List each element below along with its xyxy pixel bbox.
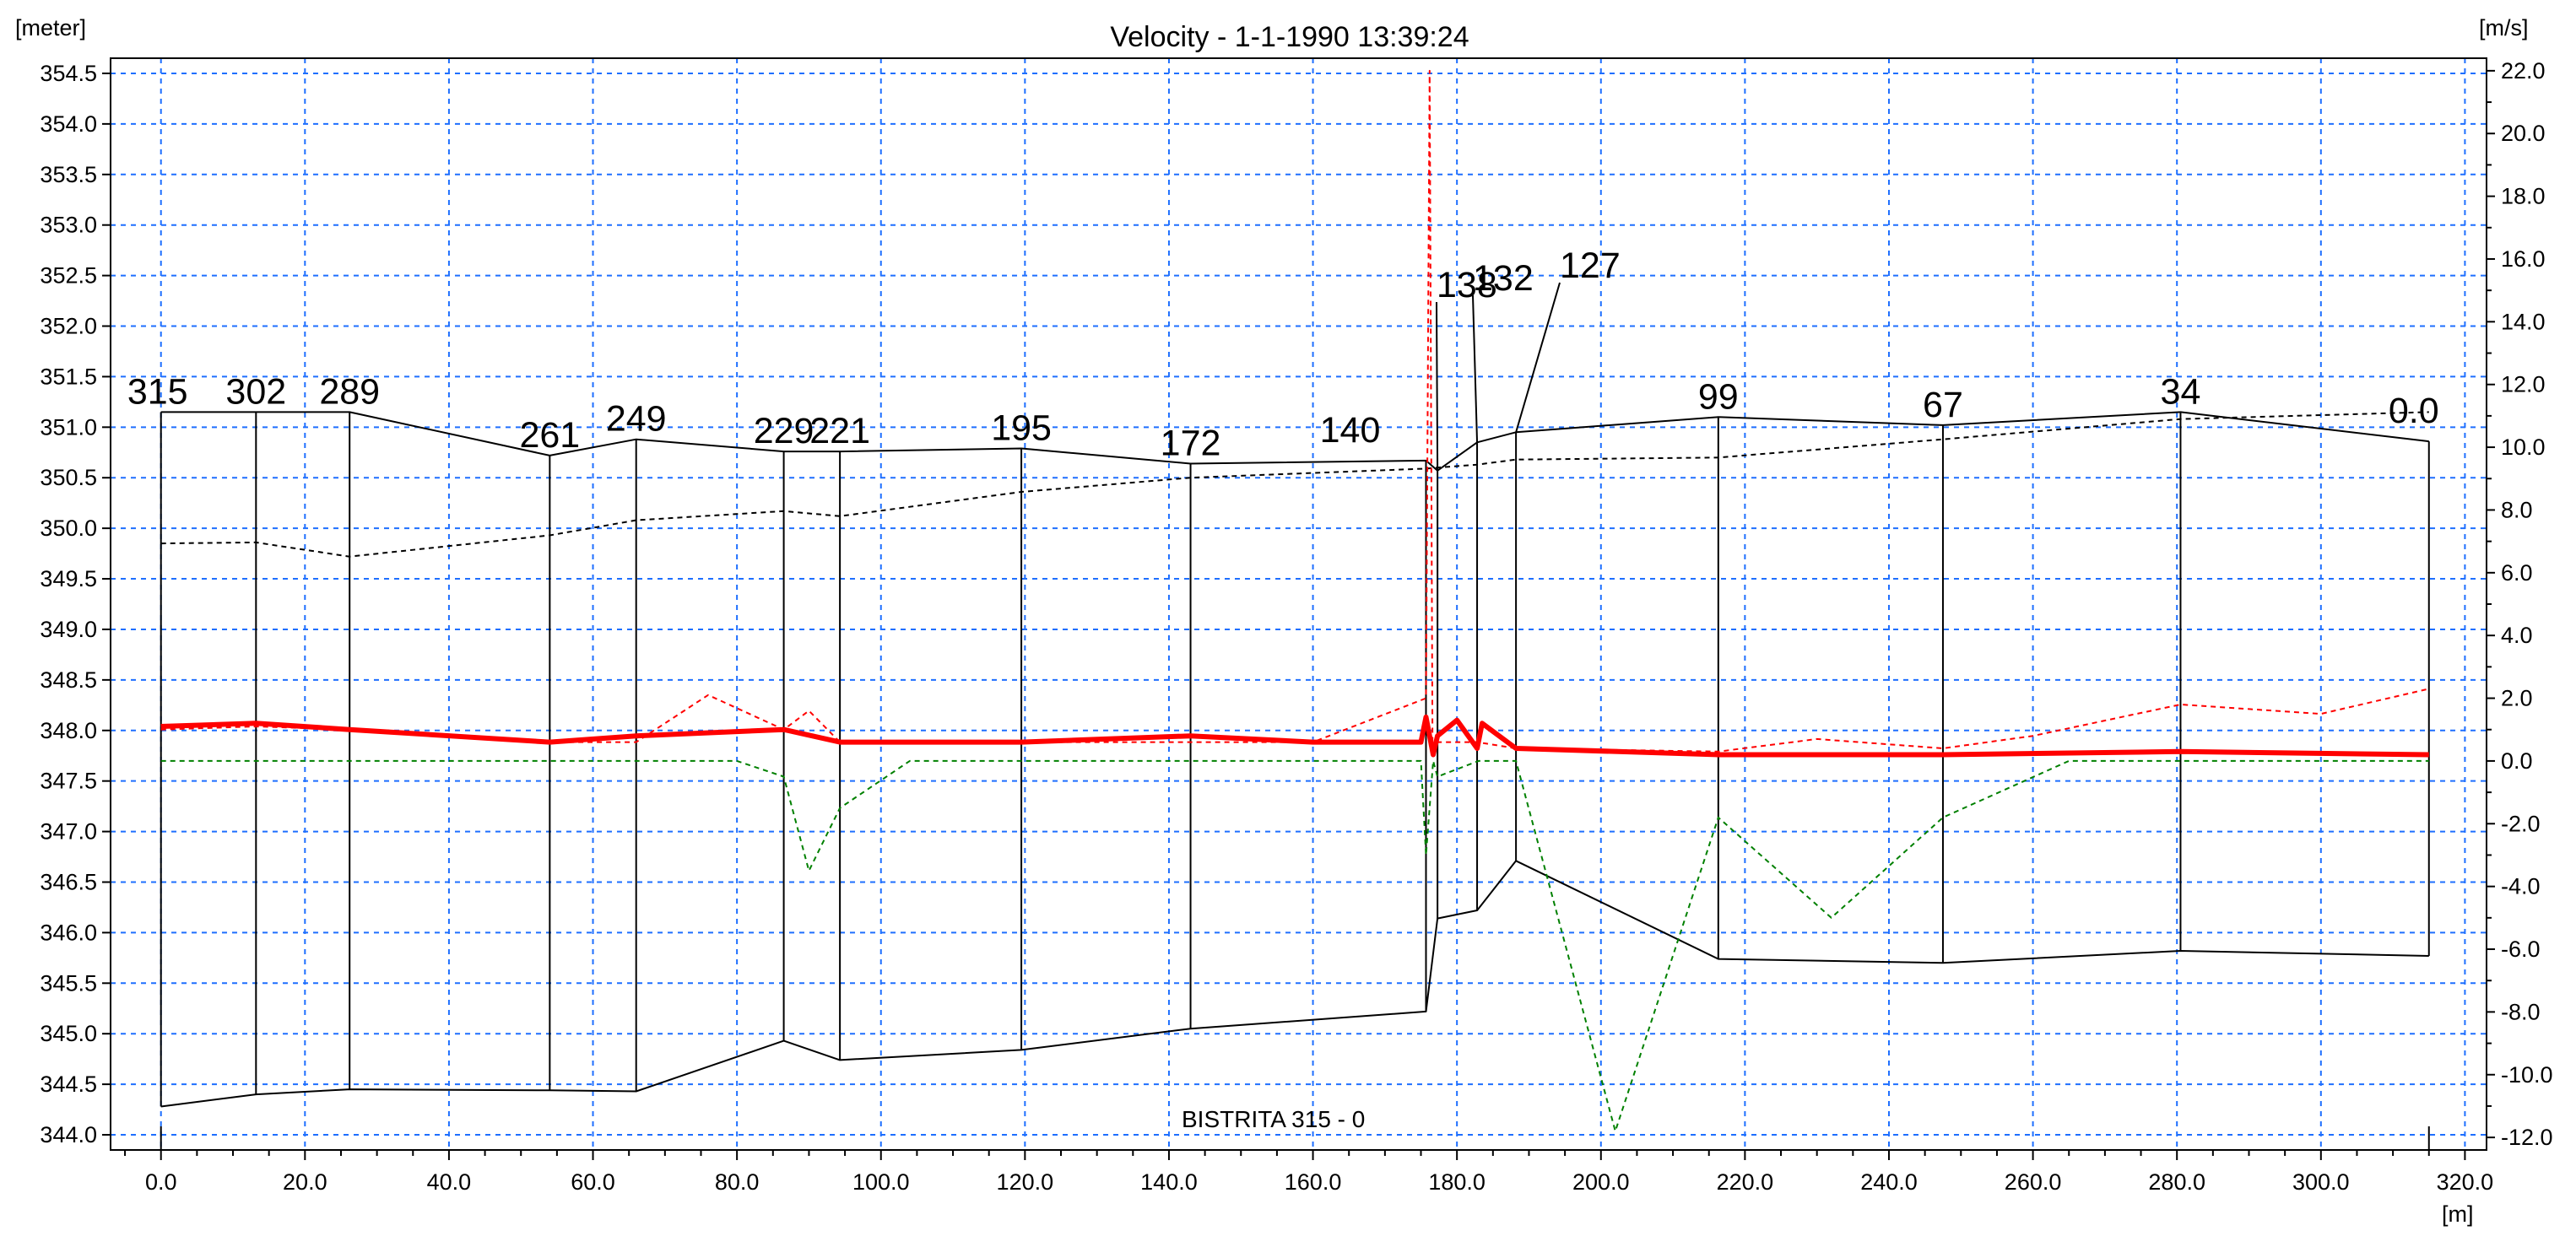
cross-sections	[160, 412, 2430, 1150]
x-tick-label: 20.0	[283, 1169, 327, 1195]
x-tick-label: 320.0	[2437, 1169, 2494, 1195]
y-left-tick-label: 352.0	[40, 314, 97, 339]
series-bed-level	[160, 860, 2429, 1108]
chainage-label: 140	[1320, 410, 1381, 451]
chainage-leader-line	[1515, 282, 1561, 433]
left-axis-unit: [meter]	[15, 15, 86, 40]
x-tick-label: 220.0	[1717, 1169, 1774, 1195]
y-right-tick-label: 6.0	[2501, 560, 2533, 586]
y-left-tick-label: 353.0	[40, 213, 97, 238]
chainage-label: 67	[1923, 385, 1963, 425]
y-left-tick-label: 351.5	[40, 364, 97, 389]
y-left-tick-label: 345.5	[40, 970, 97, 996]
y-right-tick-label: 16.0	[2501, 246, 2546, 272]
y-right-tick-label: 20.0	[2501, 121, 2546, 146]
y-left-tick-label: 353.5	[40, 162, 97, 187]
x-tick-label: 260.0	[2005, 1169, 2062, 1195]
y-right-tick-label: 10.0	[2501, 435, 2546, 460]
chainage-label: 289	[319, 371, 380, 412]
x-tick-label: 0.0	[145, 1169, 177, 1195]
y-left-tick-label: 348.0	[40, 718, 97, 743]
y-left-tick-label: 346.0	[40, 920, 97, 945]
y-right-tick-label: 12.0	[2501, 372, 2546, 397]
y-right-tick-label: -10.0	[2501, 1062, 2553, 1088]
series-lines	[160, 69, 2430, 1132]
y-right-tick-label: 8.0	[2501, 497, 2533, 522]
y-left-tick-label: 350.0	[40, 516, 97, 541]
x-tick-label: 80.0	[715, 1169, 760, 1195]
y-left-tick-label: 348.5	[40, 667, 97, 693]
x-tick-label: 180.0	[1428, 1169, 1486, 1195]
chainage-leader-line	[1472, 294, 1479, 443]
x-tick-label: 200.0	[1572, 1169, 1630, 1195]
series-velocity-min	[160, 759, 2429, 1132]
chainage-label: 229	[754, 411, 814, 451]
y-left-tick-label: 349.0	[40, 617, 97, 642]
y-right-tick-label: -2.0	[2501, 811, 2541, 836]
chainage-label: 261	[519, 415, 580, 456]
y-left-tick-label: 344.0	[40, 1122, 97, 1147]
right-axis-unit: [m/s]	[2479, 15, 2529, 40]
chainage-label: 99	[1698, 376, 1739, 417]
y-right-tick-label: 2.0	[2501, 686, 2533, 711]
chart-title: Velocity - 1-1-1990 13:39:24	[1110, 21, 1469, 53]
y-left-tick-label: 352.5	[40, 263, 97, 289]
y-right-tick-label: -8.0	[2501, 999, 2541, 1024]
x-tick-label: 40.0	[427, 1169, 472, 1195]
series-velocity-max	[160, 69, 2430, 753]
y-left-tick-label: 354.0	[40, 111, 97, 137]
y-right-tick-label: 18.0	[2501, 184, 2546, 209]
series-velocity-mean	[160, 714, 2429, 758]
y-left-tick-label: 345.0	[40, 1021, 97, 1046]
chainage-label: 315	[127, 371, 188, 412]
chainage-label: 302	[225, 371, 286, 412]
chainage-label: 34	[2161, 371, 2201, 412]
x-tick-label: 120.0	[997, 1169, 1054, 1195]
y-right-tick-label: -4.0	[2501, 874, 2541, 899]
grid	[111, 58, 2487, 1150]
y-left-tick-label: 344.5	[40, 1072, 97, 1097]
y-left-tick-label: 346.5	[40, 869, 97, 894]
x-tick-label: 160.0	[1285, 1169, 1342, 1195]
y-left-tick-label: 350.5	[40, 465, 97, 490]
chainage-label: 138	[1437, 265, 1497, 305]
y-right-tick-label: 14.0	[2501, 309, 2546, 334]
y-right-tick-label: -6.0	[2501, 937, 2541, 962]
series-water-level	[160, 411, 2429, 558]
x-tick-label: 140.0	[1140, 1169, 1198, 1195]
chainage-label: 132	[1473, 258, 1534, 299]
chainage-label: 0.0	[2389, 391, 2439, 431]
chainage-label: 249	[606, 399, 667, 440]
y-right-tick-label: -12.0	[2501, 1125, 2553, 1150]
chainage-label: 195	[991, 408, 1052, 448]
y-left-tick-label: 347.0	[40, 819, 97, 845]
y-right-tick-label: 0.0	[2501, 748, 2533, 774]
x-axis-unit: [m]	[2442, 1201, 2474, 1227]
axes: 0.0 20.0 40.0 60.0 80.0 100.0 120.0 140.0 160.0 1…	[40, 58, 2552, 1195]
x-tick-label: 300.0	[2292, 1169, 2350, 1195]
series-bank-level	[160, 411, 2429, 472]
y-left-tick-label: 354.5	[40, 61, 97, 86]
y-left-tick-label: 349.5	[40, 566, 97, 591]
x-tick-label: 280.0	[2148, 1169, 2205, 1195]
y-right-tick-label: 4.0	[2501, 623, 2533, 648]
river-label: BISTRITA 315 - 0	[1182, 1106, 1365, 1132]
x-tick-label: 100.0	[852, 1169, 910, 1195]
x-tick-label: 240.0	[1860, 1169, 1918, 1195]
y-left-tick-label: 347.5	[40, 769, 97, 794]
chainage-label: 127	[1560, 246, 1621, 286]
chainage-label: 172	[1161, 423, 1221, 463]
y-right-tick-label: 22.0	[2501, 58, 2546, 84]
y-left-tick-label: 351.0	[40, 414, 97, 440]
chainage-label: 221	[809, 411, 870, 451]
x-tick-label: 60.0	[571, 1169, 615, 1195]
plot-frame	[110, 57, 2487, 1151]
